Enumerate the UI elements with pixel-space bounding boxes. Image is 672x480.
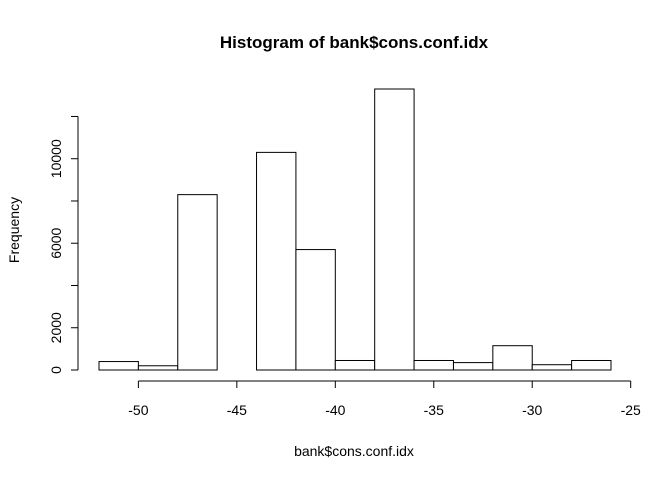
x-tick-label-5: -25 xyxy=(621,402,641,418)
x-axis-label: bank$cons.conf.idx xyxy=(294,443,414,459)
chart-title: Histogram of bank$cons.conf.idx xyxy=(220,33,489,52)
x-axis: -50 -45 -40 -35 -30 -25 xyxy=(128,380,641,418)
y-tick-label-2: 6000 xyxy=(48,227,64,258)
histogram-bar-2 xyxy=(177,194,218,371)
y-tick-label-0: 0 xyxy=(48,366,64,374)
histogram-bar-5 xyxy=(295,249,336,371)
bars-group xyxy=(98,88,612,371)
histogram-bar-11 xyxy=(531,364,573,371)
x-tick-label-0: -50 xyxy=(128,402,148,418)
histogram-bar-7 xyxy=(374,88,415,371)
histogram-bar-9 xyxy=(452,362,494,371)
y-axis: 0 2000 6000 10000 xyxy=(48,115,79,374)
histogram-bar-4 xyxy=(256,151,297,371)
x-tick-label-4: -30 xyxy=(522,402,542,418)
x-tick-label-2: -40 xyxy=(325,402,345,418)
y-tick-label-3: 10000 xyxy=(48,139,64,178)
histogram-bar-8 xyxy=(413,359,454,371)
histogram-bar-0 xyxy=(98,361,139,371)
x-tick-label-1: -45 xyxy=(227,402,247,418)
x-tick-label-3: -35 xyxy=(424,402,444,418)
histogram-bar-10 xyxy=(492,345,533,371)
histogram-bar-1 xyxy=(137,365,179,371)
y-axis-label: Frequency xyxy=(6,197,22,263)
histogram-bar-12 xyxy=(571,359,612,371)
histogram-bar-6 xyxy=(334,359,376,371)
y-tick-label-1: 2000 xyxy=(48,312,64,343)
